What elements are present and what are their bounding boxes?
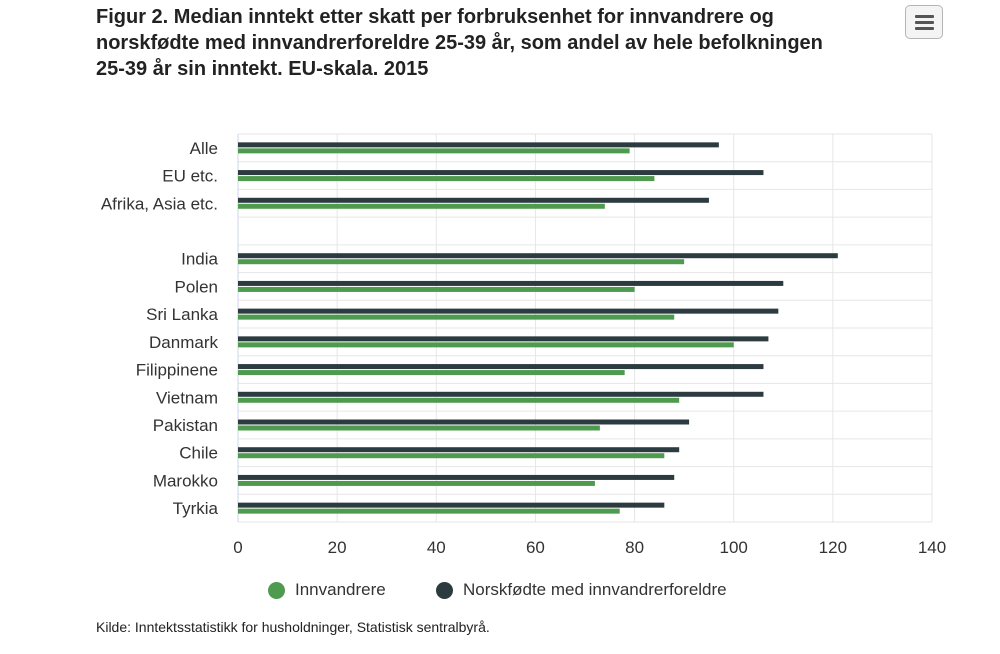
legend-item-norskfodte[interactable]: Norskfødte med innvandrerforeldre: [436, 580, 727, 600]
bar-norskfodte: [238, 170, 764, 176]
bar-innvandrere: [238, 397, 680, 403]
bar-innvandrere: [238, 148, 630, 154]
bar-innvandrere: [238, 425, 600, 431]
x-tick-label: 100: [720, 538, 748, 557]
x-tick-label: 40: [427, 538, 446, 557]
bar-innvandrere: [238, 453, 665, 459]
bar-norskfodte: [238, 474, 675, 480]
y-tick-label: Pakistan: [153, 416, 218, 435]
hamburger-menu-icon[interactable]: [905, 5, 943, 39]
y-tick-label: Chile: [179, 444, 218, 463]
bar-norskfodte: [238, 308, 779, 314]
legend-marker-norskfodte: [436, 581, 453, 599]
bar-chart: 0 20 40 60 80 100 120 140 Alle EU etc. Afrika, Asi…: [101, 133, 946, 557]
bar-norskfodte: [238, 419, 690, 425]
y-tick-label: Tyrkia: [173, 499, 219, 518]
source-note: Kilde: Inntektsstatistikk for husholdnin…: [96, 619, 490, 635]
x-tick-label: 80: [625, 538, 644, 557]
legend-label-innvandrere: Innvandrere: [295, 580, 386, 599]
bar-norskfodte: [238, 253, 838, 259]
x-tick-label: 20: [328, 538, 347, 557]
y-tick-label: India: [181, 250, 218, 269]
legend-item-innvandrere[interactable]: Innvandrere: [268, 580, 386, 600]
y-tick-label: Sri Lanka: [146, 305, 218, 324]
bar-norskfodte: [238, 336, 769, 342]
bar-innvandrere: [238, 314, 675, 320]
bar-innvandrere: [238, 508, 620, 514]
bar-innvandrere: [238, 203, 605, 209]
y-tick-label: Vietnam: [156, 388, 218, 407]
y-tick-label: EU etc.: [162, 167, 218, 186]
bar-innvandrere: [238, 480, 595, 486]
x-tick-label: 0: [233, 538, 242, 557]
x-tick-label: 120: [819, 538, 847, 557]
y-tick-label: Polen: [175, 277, 218, 296]
legend-marker-innvandrere: [268, 581, 285, 599]
bar-norskfodte: [238, 502, 665, 508]
bar-norskfodte: [238, 142, 719, 148]
bar-norskfodte: [238, 197, 709, 203]
y-tick-label: Danmark: [149, 333, 218, 352]
bar-norskfodte: [238, 391, 764, 397]
x-tick-label: 60: [526, 538, 545, 557]
bar-norskfodte: [238, 447, 680, 453]
y-tick-label: Afrika, Asia etc.: [101, 194, 218, 213]
bar-innvandrere: [238, 286, 635, 292]
x-tick-label: 140: [918, 538, 946, 557]
bar-innvandrere: [238, 259, 685, 265]
legend-label-norskfodte: Norskfødte med innvandrerforeldre: [463, 580, 727, 599]
bar-innvandrere: [238, 370, 625, 376]
chart-title: Figur 2. Median inntekt etter skatt per …: [96, 6, 823, 80]
legend: Innvandrere Norskfødte med innvandrerfor…: [0, 578, 1000, 604]
bar-norskfodte: [238, 280, 784, 286]
bar-innvandrere: [238, 342, 734, 348]
bar-norskfodte: [238, 364, 764, 370]
bar-innvandrere: [238, 176, 655, 182]
y-tick-label: Filippinene: [136, 361, 218, 380]
y-tick-label: Marokko: [153, 471, 218, 490]
y-tick-label: Alle: [190, 139, 218, 158]
